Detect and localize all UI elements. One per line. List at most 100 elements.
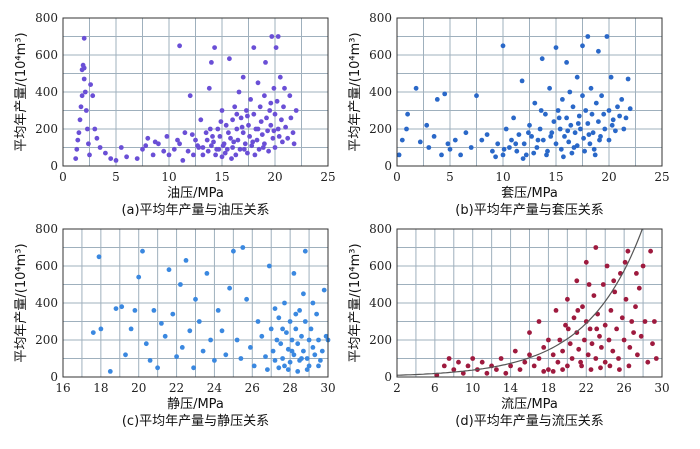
data-point bbox=[166, 267, 172, 273]
data-point bbox=[264, 115, 269, 121]
data-point bbox=[599, 93, 604, 99]
data-point bbox=[565, 363, 570, 369]
data-point bbox=[562, 134, 567, 139]
data-point bbox=[323, 333, 329, 339]
data-point bbox=[150, 152, 156, 158]
data-point bbox=[77, 117, 83, 123]
data-point bbox=[622, 259, 628, 265]
data-point bbox=[560, 348, 565, 354]
y-tick-label: 800 bbox=[369, 222, 392, 236]
data-point bbox=[633, 304, 638, 310]
data-point bbox=[206, 85, 212, 91]
y-tick-label: 400 bbox=[369, 296, 392, 310]
data-point bbox=[240, 130, 246, 136]
data-point bbox=[245, 113, 250, 119]
data-point bbox=[636, 285, 642, 291]
data-point bbox=[78, 104, 84, 110]
y-axis-label: 平均年产量/(10⁴m³) bbox=[348, 243, 363, 362]
data-point bbox=[631, 330, 636, 335]
data-point bbox=[617, 367, 622, 372]
panel-caption: (a)平均年产量与油压关系 bbox=[121, 203, 269, 218]
data-point bbox=[256, 146, 262, 152]
y-axis-label: 平均年产量/(10⁴m³) bbox=[14, 243, 29, 362]
data-point bbox=[570, 104, 576, 110]
data-point bbox=[549, 130, 555, 136]
data-point bbox=[576, 346, 582, 352]
data-point bbox=[572, 130, 578, 136]
data-point bbox=[272, 358, 278, 363]
x-tick-label: 25 bbox=[320, 170, 335, 184]
data-point bbox=[567, 341, 573, 347]
data-point bbox=[308, 326, 314, 332]
data-point bbox=[224, 146, 230, 152]
data-point bbox=[593, 100, 599, 106]
data-point bbox=[229, 156, 234, 162]
x-tick-label: 5 bbox=[112, 170, 120, 184]
data-point bbox=[413, 85, 419, 91]
data-point bbox=[227, 56, 232, 62]
data-point bbox=[527, 122, 532, 128]
data-point bbox=[417, 139, 423, 145]
data-point bbox=[490, 148, 495, 154]
data-point bbox=[263, 60, 268, 65]
y-tick-label: 200 bbox=[369, 333, 392, 347]
plot-frame bbox=[396, 228, 663, 378]
data-point bbox=[280, 139, 285, 145]
data-point bbox=[230, 145, 236, 150]
data-point bbox=[645, 359, 651, 365]
data-point bbox=[207, 126, 213, 132]
data-point bbox=[250, 139, 256, 145]
data-point bbox=[293, 108, 299, 113]
x-axis-label: 流压/MPa bbox=[501, 397, 558, 412]
data-point bbox=[289, 348, 295, 354]
y-tick-label: 800 bbox=[35, 222, 58, 236]
data-point bbox=[451, 367, 457, 372]
data-point bbox=[594, 326, 600, 332]
data-point bbox=[280, 356, 285, 361]
data-point bbox=[236, 89, 242, 95]
y-tick-label: 200 bbox=[35, 122, 58, 136]
data-point bbox=[260, 145, 266, 150]
data-point bbox=[555, 108, 561, 113]
data-point bbox=[203, 130, 209, 136]
data-point bbox=[604, 34, 610, 39]
data-point bbox=[302, 248, 308, 254]
data-point bbox=[196, 319, 202, 324]
data-point bbox=[213, 152, 219, 158]
data-point bbox=[601, 111, 607, 117]
data-point bbox=[447, 146, 453, 152]
data-point bbox=[278, 341, 284, 347]
data-point bbox=[503, 370, 509, 376]
data-point bbox=[468, 145, 474, 150]
data-point bbox=[162, 333, 168, 339]
data-point bbox=[560, 97, 565, 102]
data-point bbox=[571, 315, 577, 321]
data-point bbox=[218, 119, 224, 124]
data-point bbox=[242, 141, 248, 147]
data-point bbox=[531, 363, 537, 369]
data-point bbox=[81, 76, 87, 82]
data-point bbox=[558, 146, 564, 152]
data-point bbox=[259, 333, 265, 339]
data-point bbox=[606, 337, 612, 343]
x-tick-label: 30 bbox=[654, 381, 669, 395]
data-point bbox=[495, 141, 501, 147]
data-point bbox=[249, 143, 255, 149]
y-tick-label: 0 bbox=[384, 370, 392, 384]
data-point bbox=[426, 145, 432, 150]
data-point bbox=[291, 141, 297, 147]
data-point bbox=[204, 137, 210, 143]
data-point bbox=[522, 359, 528, 365]
data-point bbox=[575, 308, 581, 313]
data-point bbox=[546, 367, 551, 372]
data-point bbox=[541, 345, 547, 350]
data-point bbox=[254, 137, 260, 143]
data-point bbox=[255, 80, 261, 86]
data-point bbox=[484, 132, 490, 138]
data-point bbox=[544, 152, 549, 158]
data-point bbox=[612, 289, 618, 295]
data-point bbox=[170, 311, 176, 317]
y-tick-label: 400 bbox=[35, 85, 58, 99]
panel-caption: (d)平均年产量与流压关系 bbox=[455, 414, 603, 429]
